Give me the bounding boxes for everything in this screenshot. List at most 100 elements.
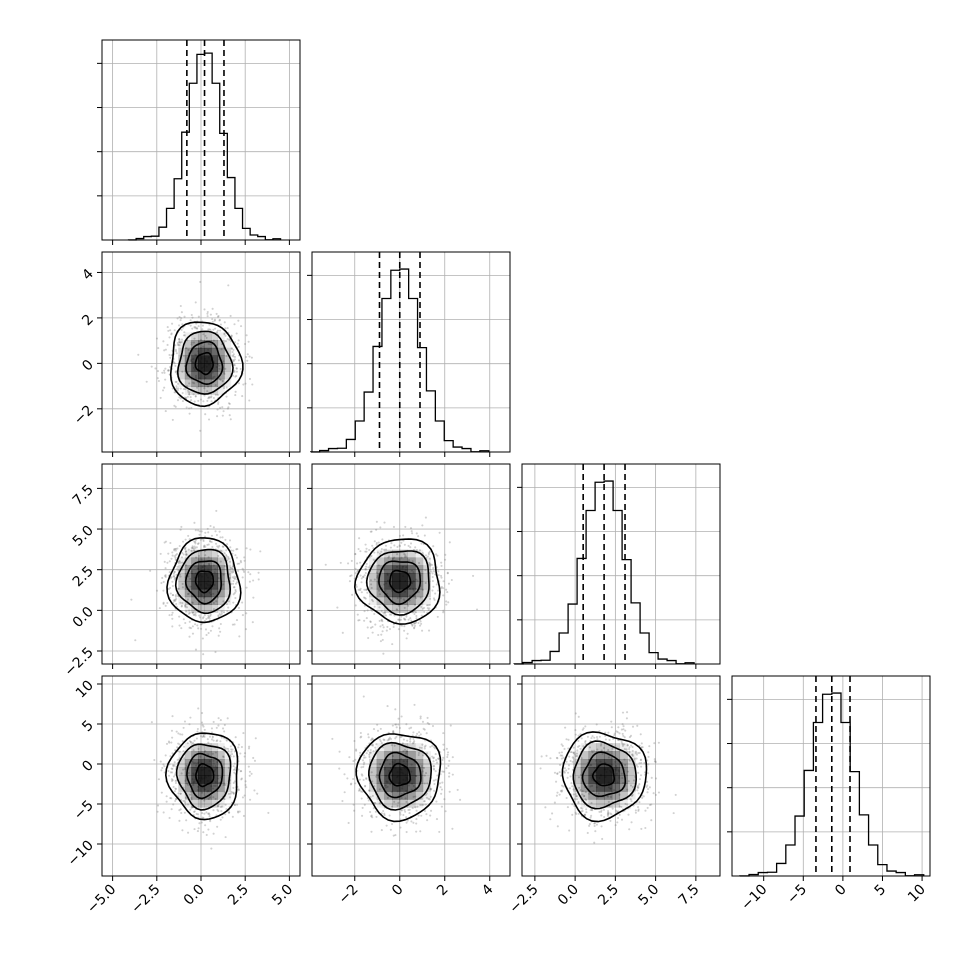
sample-point bbox=[185, 819, 188, 822]
density-cell bbox=[211, 759, 219, 768]
sample-point bbox=[194, 542, 197, 545]
sample-point bbox=[196, 624, 199, 627]
sample-point bbox=[381, 624, 384, 627]
sample-point bbox=[375, 528, 378, 531]
sample-point bbox=[231, 571, 234, 574]
sample-point bbox=[405, 723, 408, 726]
density-cell bbox=[191, 347, 199, 356]
sample-point bbox=[207, 812, 210, 815]
sample-point bbox=[184, 538, 187, 541]
sample-point bbox=[188, 626, 191, 629]
sample-point bbox=[217, 805, 220, 808]
sample-point bbox=[149, 569, 152, 572]
sample-point bbox=[166, 326, 169, 329]
sample-point bbox=[247, 747, 251, 750]
density-cell bbox=[211, 371, 219, 380]
sample-point bbox=[165, 795, 168, 798]
sample-point bbox=[250, 772, 253, 775]
density-cell bbox=[580, 791, 589, 800]
sample-point bbox=[607, 800, 610, 803]
sample-point bbox=[578, 744, 581, 747]
sample-point bbox=[189, 324, 192, 327]
sample-point bbox=[626, 770, 629, 773]
sample-point bbox=[236, 342, 239, 345]
sample-point bbox=[607, 813, 610, 816]
sample-point bbox=[194, 623, 197, 626]
sample-point bbox=[424, 744, 427, 747]
sample-point bbox=[567, 738, 570, 741]
sample-point bbox=[575, 812, 578, 816]
sample-point bbox=[448, 772, 451, 775]
sample-point bbox=[188, 393, 191, 396]
sample-point bbox=[181, 740, 184, 743]
sample-point bbox=[593, 822, 597, 825]
sample-point bbox=[215, 726, 218, 729]
sample-point bbox=[237, 788, 240, 791]
sample-point bbox=[197, 627, 200, 630]
sample-point bbox=[174, 380, 177, 384]
sample-point bbox=[579, 806, 583, 810]
sample-point bbox=[386, 625, 389, 628]
sample-point bbox=[222, 360, 225, 363]
sample-point bbox=[177, 595, 180, 598]
density-cell bbox=[376, 799, 385, 808]
sample-point bbox=[212, 809, 215, 812]
density-cell bbox=[580, 759, 589, 768]
sample-point bbox=[223, 372, 226, 376]
sample-point bbox=[596, 796, 599, 799]
sample-point bbox=[203, 308, 206, 311]
sample-point bbox=[211, 545, 214, 549]
sample-point bbox=[428, 563, 431, 566]
sample-point bbox=[208, 617, 211, 620]
sample-point bbox=[350, 559, 353, 562]
sample-point bbox=[208, 815, 211, 818]
sample-point bbox=[233, 575, 236, 578]
density-cell bbox=[178, 751, 186, 760]
sample-point bbox=[249, 548, 252, 551]
sample-point bbox=[171, 551, 174, 554]
density-cell bbox=[392, 596, 401, 606]
sample-point bbox=[565, 769, 568, 772]
sample-point bbox=[399, 826, 402, 829]
density-cell bbox=[217, 332, 225, 341]
sample-point bbox=[393, 744, 396, 747]
sample-point bbox=[200, 627, 203, 630]
sample-point bbox=[364, 543, 367, 546]
density-cell bbox=[217, 743, 225, 752]
sample-point bbox=[187, 348, 190, 352]
sample-point bbox=[192, 341, 195, 344]
sample-point bbox=[572, 757, 575, 760]
sample-point bbox=[602, 808, 606, 811]
sample-point bbox=[429, 787, 432, 790]
sample-point bbox=[208, 813, 211, 816]
sample-point bbox=[194, 529, 197, 532]
density-cell bbox=[422, 573, 431, 582]
sample-point bbox=[431, 589, 434, 592]
sample-point bbox=[562, 785, 565, 788]
sample-point bbox=[223, 371, 226, 374]
sample-point bbox=[359, 574, 362, 577]
density-cell bbox=[422, 759, 431, 768]
sample-point bbox=[174, 556, 177, 559]
sample-point bbox=[184, 803, 187, 806]
sample-point bbox=[420, 622, 423, 625]
density-cell bbox=[588, 783, 597, 792]
sample-point bbox=[168, 336, 171, 339]
sample-point bbox=[410, 619, 413, 622]
density-cell bbox=[407, 588, 416, 598]
sample-point bbox=[402, 534, 405, 537]
density-cell bbox=[224, 340, 232, 349]
sample-point bbox=[371, 780, 374, 783]
sample-point bbox=[189, 627, 193, 630]
sample-point bbox=[234, 554, 237, 557]
sample-point bbox=[207, 812, 211, 815]
sample-point bbox=[204, 413, 207, 416]
density-cell bbox=[224, 371, 232, 380]
sample-point bbox=[240, 778, 243, 781]
density-cell bbox=[392, 743, 401, 752]
sample-point bbox=[362, 695, 365, 698]
sample-point bbox=[635, 753, 638, 756]
sample-point bbox=[174, 799, 177, 803]
sample-point bbox=[631, 785, 634, 789]
sample-point bbox=[621, 723, 624, 726]
